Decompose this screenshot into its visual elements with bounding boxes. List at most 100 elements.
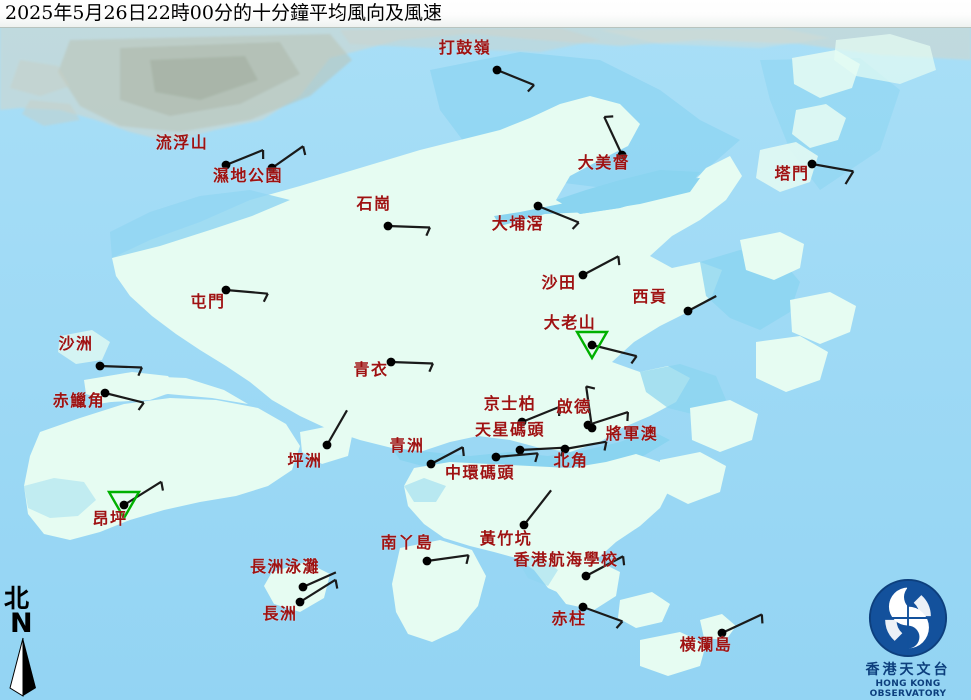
station-plot xyxy=(578,602,624,629)
mainland-china-landmass xyxy=(0,27,971,142)
station-marker-dot[interactable] xyxy=(492,65,502,75)
station-plot xyxy=(295,578,339,607)
station-label: 沙洲 xyxy=(58,334,94,353)
station-label: 赤柱 xyxy=(551,609,587,628)
station-plot xyxy=(574,330,638,365)
wind-barb-shaft xyxy=(271,145,304,169)
wind-barb-shaft xyxy=(582,255,619,276)
wind-barb-half xyxy=(604,115,614,119)
station-label: 長洲泳灘 xyxy=(250,557,321,576)
station-marker-dot[interactable] xyxy=(386,357,396,367)
wind-barb-shaft xyxy=(585,386,594,429)
station-marker-dot[interactable] xyxy=(578,602,588,612)
station-plot xyxy=(491,452,539,463)
station-label: 昂坪 xyxy=(92,509,128,528)
outlying-islands xyxy=(58,34,936,676)
station-label: 啟德 xyxy=(556,397,592,416)
wind-barb-shaft xyxy=(225,148,264,167)
wind-barb-shaft xyxy=(523,489,552,526)
station-marker-dot[interactable] xyxy=(322,440,332,450)
station-label: 黃竹坑 xyxy=(479,529,533,548)
station-marker-dot[interactable] xyxy=(491,452,501,462)
station-plot xyxy=(533,201,580,230)
station-marker-dot[interactable] xyxy=(515,445,525,455)
wind-barb-half xyxy=(585,385,596,390)
station-plot xyxy=(585,385,597,433)
station-marker-dot[interactable] xyxy=(295,597,305,607)
station-plot xyxy=(683,295,717,316)
station-marker-dot[interactable] xyxy=(617,150,627,160)
wind-barb-half xyxy=(615,620,624,629)
station-label: 大埔滘 xyxy=(491,214,545,233)
station-marker-dot[interactable] xyxy=(587,423,597,433)
wind-barb-half xyxy=(160,481,165,491)
wind-barb-half xyxy=(461,446,465,457)
wind-barb-shaft xyxy=(430,446,464,465)
wind-barb-half xyxy=(626,411,630,422)
wind-barb-shaft xyxy=(811,162,854,173)
station-marker-dot[interactable] xyxy=(717,628,727,638)
wind-barb-shaft xyxy=(585,555,624,577)
station-marker-dot[interactable] xyxy=(519,520,529,530)
station-label: 濕地公園 xyxy=(213,166,284,185)
station-plot xyxy=(603,115,627,160)
station-label: 打鼓嶺 xyxy=(438,38,492,57)
station-label: 沙田 xyxy=(541,273,577,292)
wind-barb-shaft xyxy=(104,391,145,404)
station-plot xyxy=(560,440,608,454)
highland-station-triangle-icon xyxy=(574,330,610,361)
station-marker-dot[interactable] xyxy=(533,201,543,211)
wind-barb-shaft xyxy=(519,446,564,452)
hko-logo-english: HONG KONG OBSERVATORY xyxy=(869,679,947,699)
title-bar: 2025年5月26日22時00分的十分鐘平均風向及風速 xyxy=(0,0,971,28)
wind-barb-shaft xyxy=(495,452,538,459)
station-marker-dot[interactable] xyxy=(221,285,231,295)
station-marker-dot[interactable] xyxy=(560,444,570,454)
station-marker-dot[interactable] xyxy=(422,556,432,566)
wind-barb-half xyxy=(571,221,580,230)
station-plot xyxy=(267,145,307,173)
wind-barb-shaft xyxy=(496,68,535,87)
station-plot xyxy=(519,489,552,530)
wind-barb-shaft xyxy=(564,440,607,451)
station-marker-dot[interactable] xyxy=(578,270,588,280)
wind-barb-shaft xyxy=(587,410,629,427)
station-marker-dot[interactable] xyxy=(298,582,308,592)
wind-barb-shaft xyxy=(326,409,348,446)
station-plot xyxy=(581,555,626,581)
wind-barb-shaft xyxy=(521,405,560,424)
wind-barb-shaft xyxy=(426,554,469,563)
wind-barb-half xyxy=(334,579,339,589)
station-label: 塔門 xyxy=(774,164,810,183)
station-marker-dot[interactable] xyxy=(587,340,597,350)
wind-barb-shaft xyxy=(302,571,337,589)
hong-kong-island xyxy=(404,454,672,596)
station-marker-dot[interactable] xyxy=(95,361,105,371)
station-label: 京士柏 xyxy=(483,394,537,413)
hko-logo: 香港天文台 HONG KONG OBSERVATORY xyxy=(848,578,968,699)
station-label: 西貢 xyxy=(632,287,668,306)
station-marker-dot[interactable] xyxy=(100,388,110,398)
station-label: 長洲 xyxy=(262,604,298,623)
wind-barb-layer xyxy=(95,65,855,638)
station-marker-dot[interactable] xyxy=(119,500,129,510)
station-marker-dot[interactable] xyxy=(383,221,393,231)
hko-emblem-icon xyxy=(868,578,948,658)
station-marker-dot[interactable] xyxy=(221,160,231,170)
station-marker-dot[interactable] xyxy=(581,571,591,581)
wind-barb-shaft xyxy=(721,613,763,634)
station-plot xyxy=(717,613,764,638)
station-marker-dot[interactable] xyxy=(807,159,817,169)
station-label: 坪洲 xyxy=(287,451,323,470)
station-label: 赤鱲角 xyxy=(52,391,106,410)
station-label: 香港航海學校 xyxy=(513,550,619,569)
station-marker-dot[interactable] xyxy=(267,163,277,173)
station-marker-dot[interactable] xyxy=(683,306,693,316)
wind-barb-half xyxy=(302,145,307,156)
station-marker-dot[interactable] xyxy=(426,459,436,469)
station-label: 北角 xyxy=(553,451,589,470)
wind-barb-half xyxy=(428,363,434,373)
station-label: 大老山 xyxy=(543,313,597,332)
station-marker-dot[interactable] xyxy=(517,417,527,427)
